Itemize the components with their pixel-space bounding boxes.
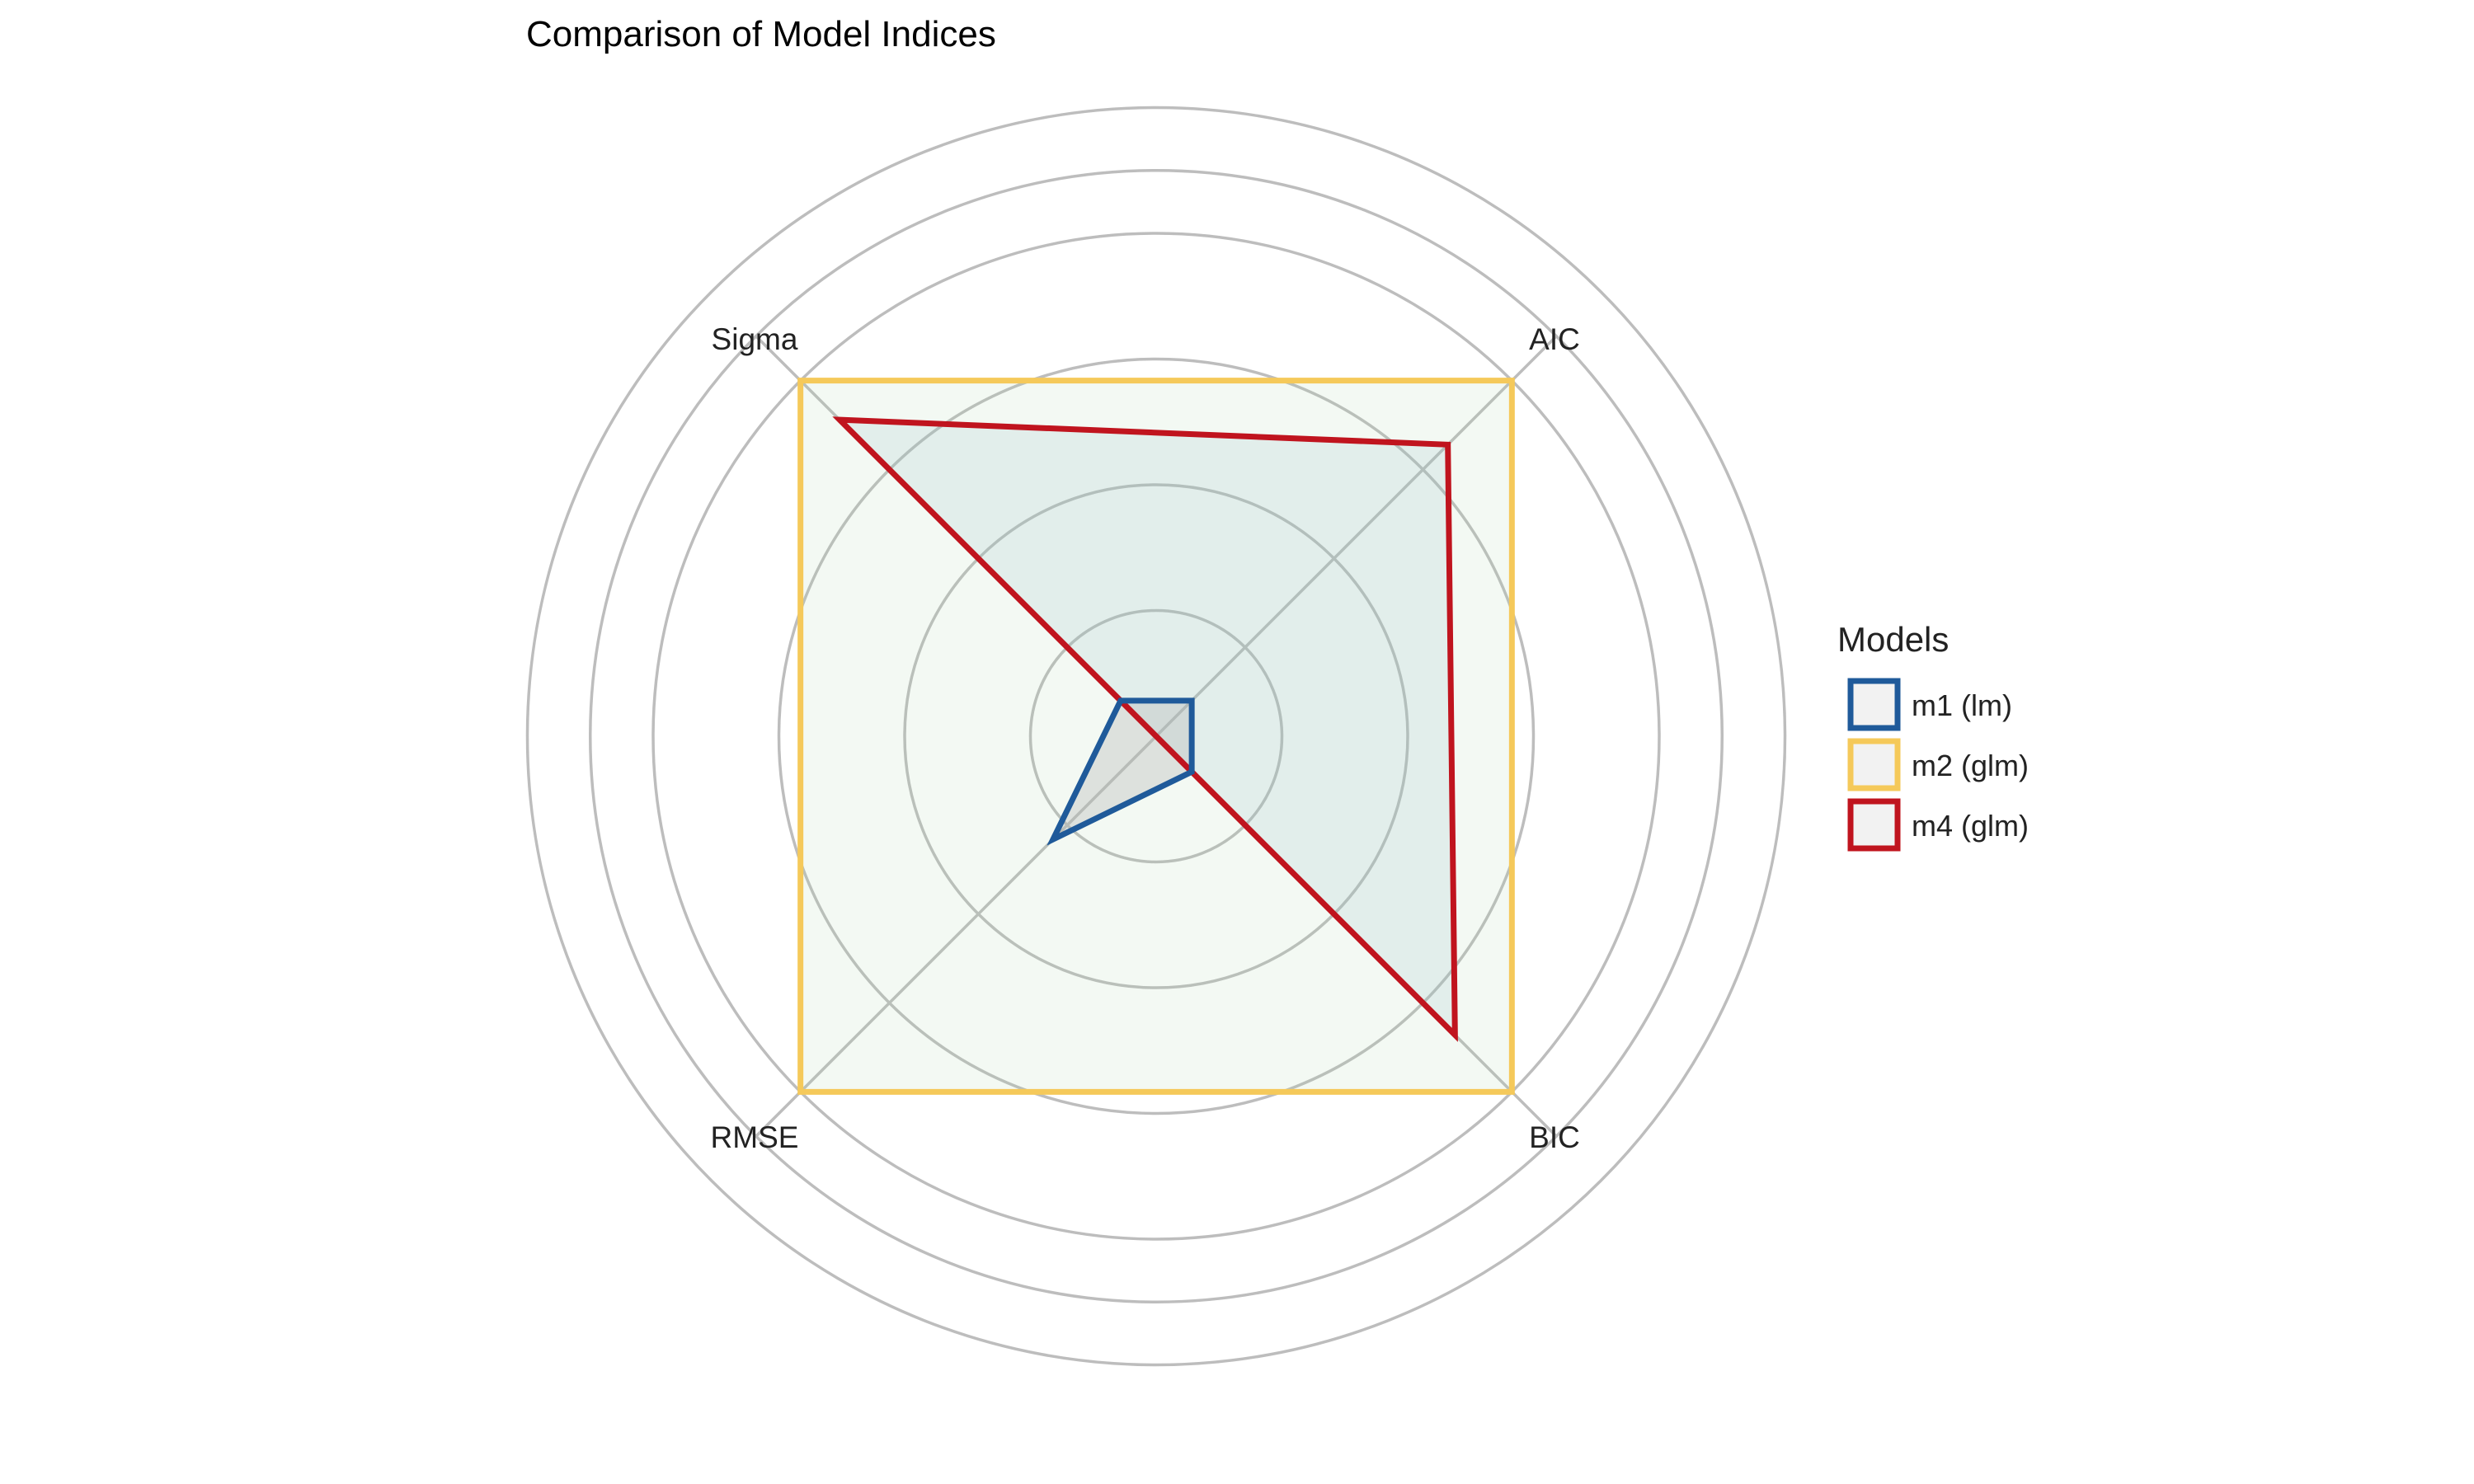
grid-circle-4 bbox=[651, 232, 1661, 1241]
grid-circle-1 bbox=[1028, 608, 1284, 864]
legend-swatch-0 bbox=[1847, 678, 1901, 731]
spoke-aic bbox=[1155, 335, 1558, 738]
series-line-0 bbox=[1047, 697, 1195, 846]
radar-series bbox=[797, 378, 1515, 1095]
series-line-1 bbox=[797, 378, 1515, 1095]
axis-labels: AIC BIC RMSE Sigma bbox=[711, 322, 1580, 1154]
grid-circle-3 bbox=[777, 357, 1536, 1115]
legend-label-0: m1 (lm) bbox=[1912, 688, 2012, 722]
axis-label-rmse: RMSE bbox=[711, 1120, 799, 1154]
legend-swatch-2 bbox=[1847, 798, 1901, 852]
spoke-rmse bbox=[755, 735, 1158, 1138]
axis-label-aic: AIC bbox=[1529, 322, 1580, 356]
legend-items: m1 (lm) m2 (glm) m4 (glm) bbox=[1847, 678, 2029, 852]
series-line-2 bbox=[832, 416, 1458, 1042]
legend: Models m1 (lm) m2 (glm) m4 (glm) bbox=[1837, 620, 2029, 852]
axis-label-sigma: Sigma bbox=[712, 322, 798, 356]
axis-label-bic: BIC bbox=[1529, 1120, 1580, 1154]
chart-title: Comparison of Model Indices bbox=[526, 14, 996, 54]
legend-title: Models bbox=[1837, 620, 1949, 659]
legend-swatch-1 bbox=[1847, 738, 1901, 791]
grid-circle-6 bbox=[525, 106, 1787, 1367]
radar-grid bbox=[525, 106, 1787, 1367]
grid-circle-5 bbox=[589, 169, 1724, 1303]
legend-label-1: m2 (glm) bbox=[1912, 749, 2029, 782]
legend-label-2: m4 (glm) bbox=[1912, 809, 2029, 843]
grid-circle-2 bbox=[903, 483, 1409, 989]
